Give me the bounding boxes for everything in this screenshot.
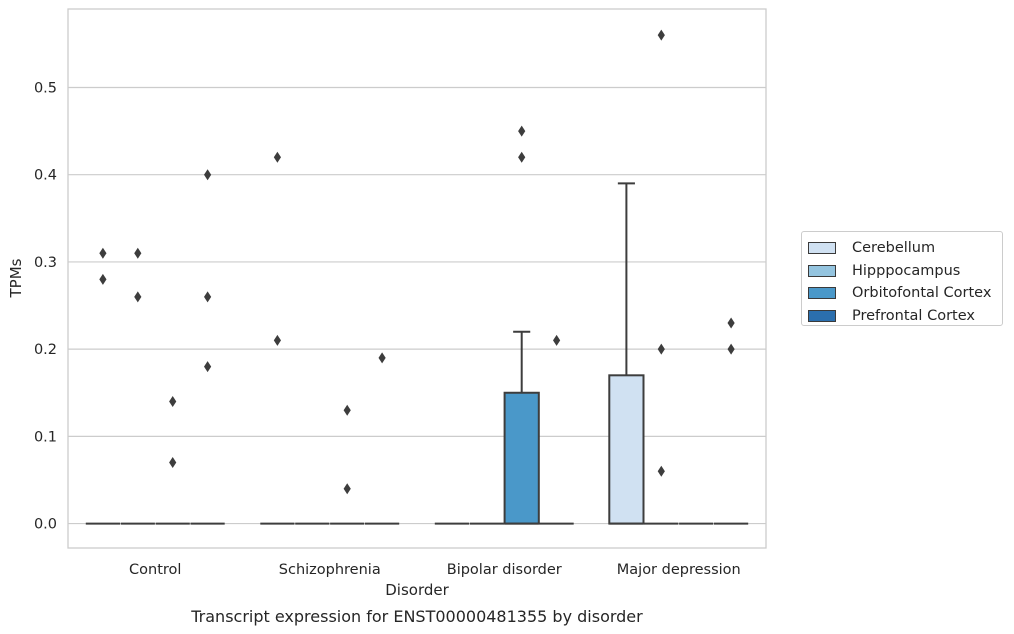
box-body xyxy=(503,391,540,525)
y-tick-label: 0.3 xyxy=(34,255,57,271)
outlier-point xyxy=(273,151,281,163)
legend-item-prefrontal-cortex: Prefrontal Cortex xyxy=(808,305,1002,328)
outlier-point xyxy=(204,361,212,373)
outlier-point xyxy=(204,291,212,303)
x-tick-label: Schizophrenia xyxy=(279,562,381,578)
legend-swatch-prefrontal-cortex xyxy=(808,309,836,322)
x-tick-labels: Control Schizophrenia Bipolar disorder Majo… xyxy=(129,562,741,578)
outlier-point xyxy=(343,483,351,495)
boxes xyxy=(85,182,749,525)
legend-label-orbitofontal-cortex: Orbitofontal Cortex xyxy=(852,285,992,302)
legend-swatch-orbitofontal-cortex xyxy=(808,287,836,300)
x-tick-label: Control xyxy=(129,562,181,578)
y-tick-label: 0.1 xyxy=(34,429,57,445)
legend-label-prefrontal-cortex: Prefrontal Cortex xyxy=(852,307,975,324)
chart-caption: Transcript expression for ENST0000048135… xyxy=(190,607,643,626)
outlier-point xyxy=(553,334,561,346)
outliers xyxy=(99,29,735,495)
outlier-point xyxy=(169,395,177,407)
x-tick-label: Major depression xyxy=(617,562,741,578)
legend: Cerebellum Hipppocampus Orbitofontal Cor… xyxy=(801,231,1003,326)
outlier-point xyxy=(518,151,526,163)
box-body xyxy=(608,374,645,525)
legend-item-hipppocampus: Hipppocampus xyxy=(808,260,1002,283)
outlier-point xyxy=(518,125,526,137)
legend-label-hipppocampus: Hipppocampus xyxy=(852,262,961,279)
outlier-point xyxy=(99,273,107,285)
y-tick-label: 0.5 xyxy=(34,80,57,96)
y-tick-label: 0.2 xyxy=(34,342,57,358)
outlier-point xyxy=(657,465,665,477)
legend-swatch-hipppocampus xyxy=(808,264,836,277)
legend-label-cerebellum: Cerebellum xyxy=(852,240,936,257)
outlier-point xyxy=(99,247,107,259)
outlier-point xyxy=(657,343,665,355)
outlier-point xyxy=(273,334,281,346)
legend-item-cerebellum: Cerebellum xyxy=(808,237,1002,260)
box-cerebellum-major-depression xyxy=(608,182,645,525)
plot-frame xyxy=(67,8,767,549)
outlier-point xyxy=(169,457,177,469)
outlier-point xyxy=(657,29,665,41)
x-axis-label: Disorder xyxy=(385,581,449,599)
box-orbitofontal-cortex-bipolar-disorder xyxy=(503,330,540,525)
outlier-point xyxy=(727,343,735,355)
outlier-point xyxy=(378,352,386,364)
outlier-point xyxy=(134,247,142,259)
x-tick-label: Bipolar disorder xyxy=(447,562,562,578)
y-tick-label: 0.4 xyxy=(34,168,57,184)
y-axis-label: TPMs xyxy=(7,258,25,298)
y-tick-labels: 0.0 0.1 0.2 0.3 0.4 0.5 xyxy=(34,80,57,532)
outlier-point xyxy=(204,169,212,181)
outlier-point xyxy=(134,291,142,303)
outlier-point xyxy=(727,317,735,329)
y-tick-label: 0.0 xyxy=(34,517,57,533)
legend-item-orbitofontal-cortex: Orbitofontal Cortex xyxy=(808,282,1002,305)
outlier-point xyxy=(343,404,351,416)
legend-swatch-cerebellum xyxy=(808,242,836,255)
